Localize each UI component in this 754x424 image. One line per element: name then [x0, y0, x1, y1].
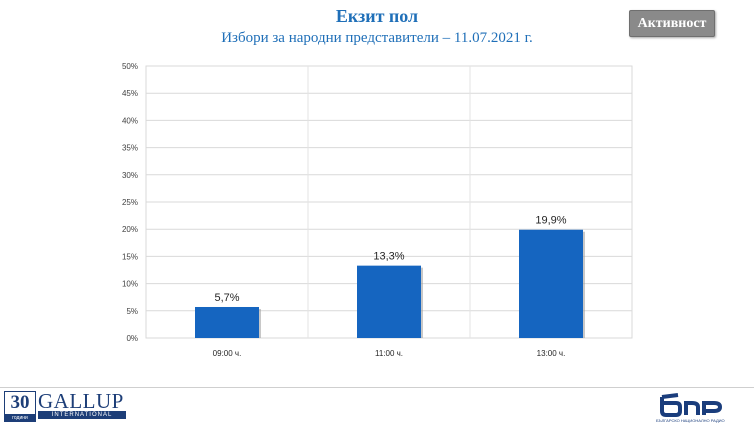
y-tick-label: 15%: [122, 252, 138, 261]
bnr-logo: БЪЛГАРСКО НАЦИОНАЛНО РАДИО: [656, 393, 725, 423]
y-tick-label: 0%: [126, 334, 138, 343]
page-subtitle: Избори за народни представители – 11.07.…: [221, 30, 533, 46]
bar: [195, 306, 259, 338]
turnout-bar-chart: 0% 5% 10% 15% 20% 25% 30% 35% 40% 45% 50% 5,7% 09:00…: [122, 62, 633, 358]
footer-divider: [0, 387, 754, 388]
y-tick-label: 5%: [126, 307, 138, 316]
bar-value-label: 5,7%: [214, 292, 239, 304]
y-tick-label: 30%: [122, 171, 138, 180]
y-tick-label: 10%: [122, 280, 138, 289]
gallup-international-label: INTERNATIONAL: [38, 411, 126, 419]
gallup-years-label: години: [4, 414, 36, 422]
y-tick-label: 25%: [122, 198, 138, 207]
y-tick-label: 50%: [122, 62, 138, 71]
x-tick-label: 09:00 ч.: [213, 349, 242, 358]
page-title: Екзит пол: [335, 6, 419, 26]
x-tick-label: 11:00 ч.: [375, 349, 403, 358]
bar: [357, 265, 421, 338]
bar: [519, 229, 583, 338]
x-tick-label: 13:00 ч.: [537, 349, 566, 358]
gallup-anniversary-number: 30: [4, 391, 36, 415]
bar-value-label: 19,9%: [535, 215, 566, 227]
y-tick-label: 35%: [122, 144, 138, 153]
y-tick-label: 45%: [122, 89, 138, 98]
bar-value-label: 13,3%: [373, 251, 404, 263]
activity-button[interactable]: Активност: [629, 10, 715, 37]
bnr-tagline: БЪЛГАРСКО НАЦИОНАЛНО РАДИО: [656, 418, 725, 423]
y-tick-label: 40%: [122, 116, 138, 125]
y-tick-label: 20%: [122, 225, 138, 234]
gallup-name: GALLUP: [38, 389, 124, 413]
